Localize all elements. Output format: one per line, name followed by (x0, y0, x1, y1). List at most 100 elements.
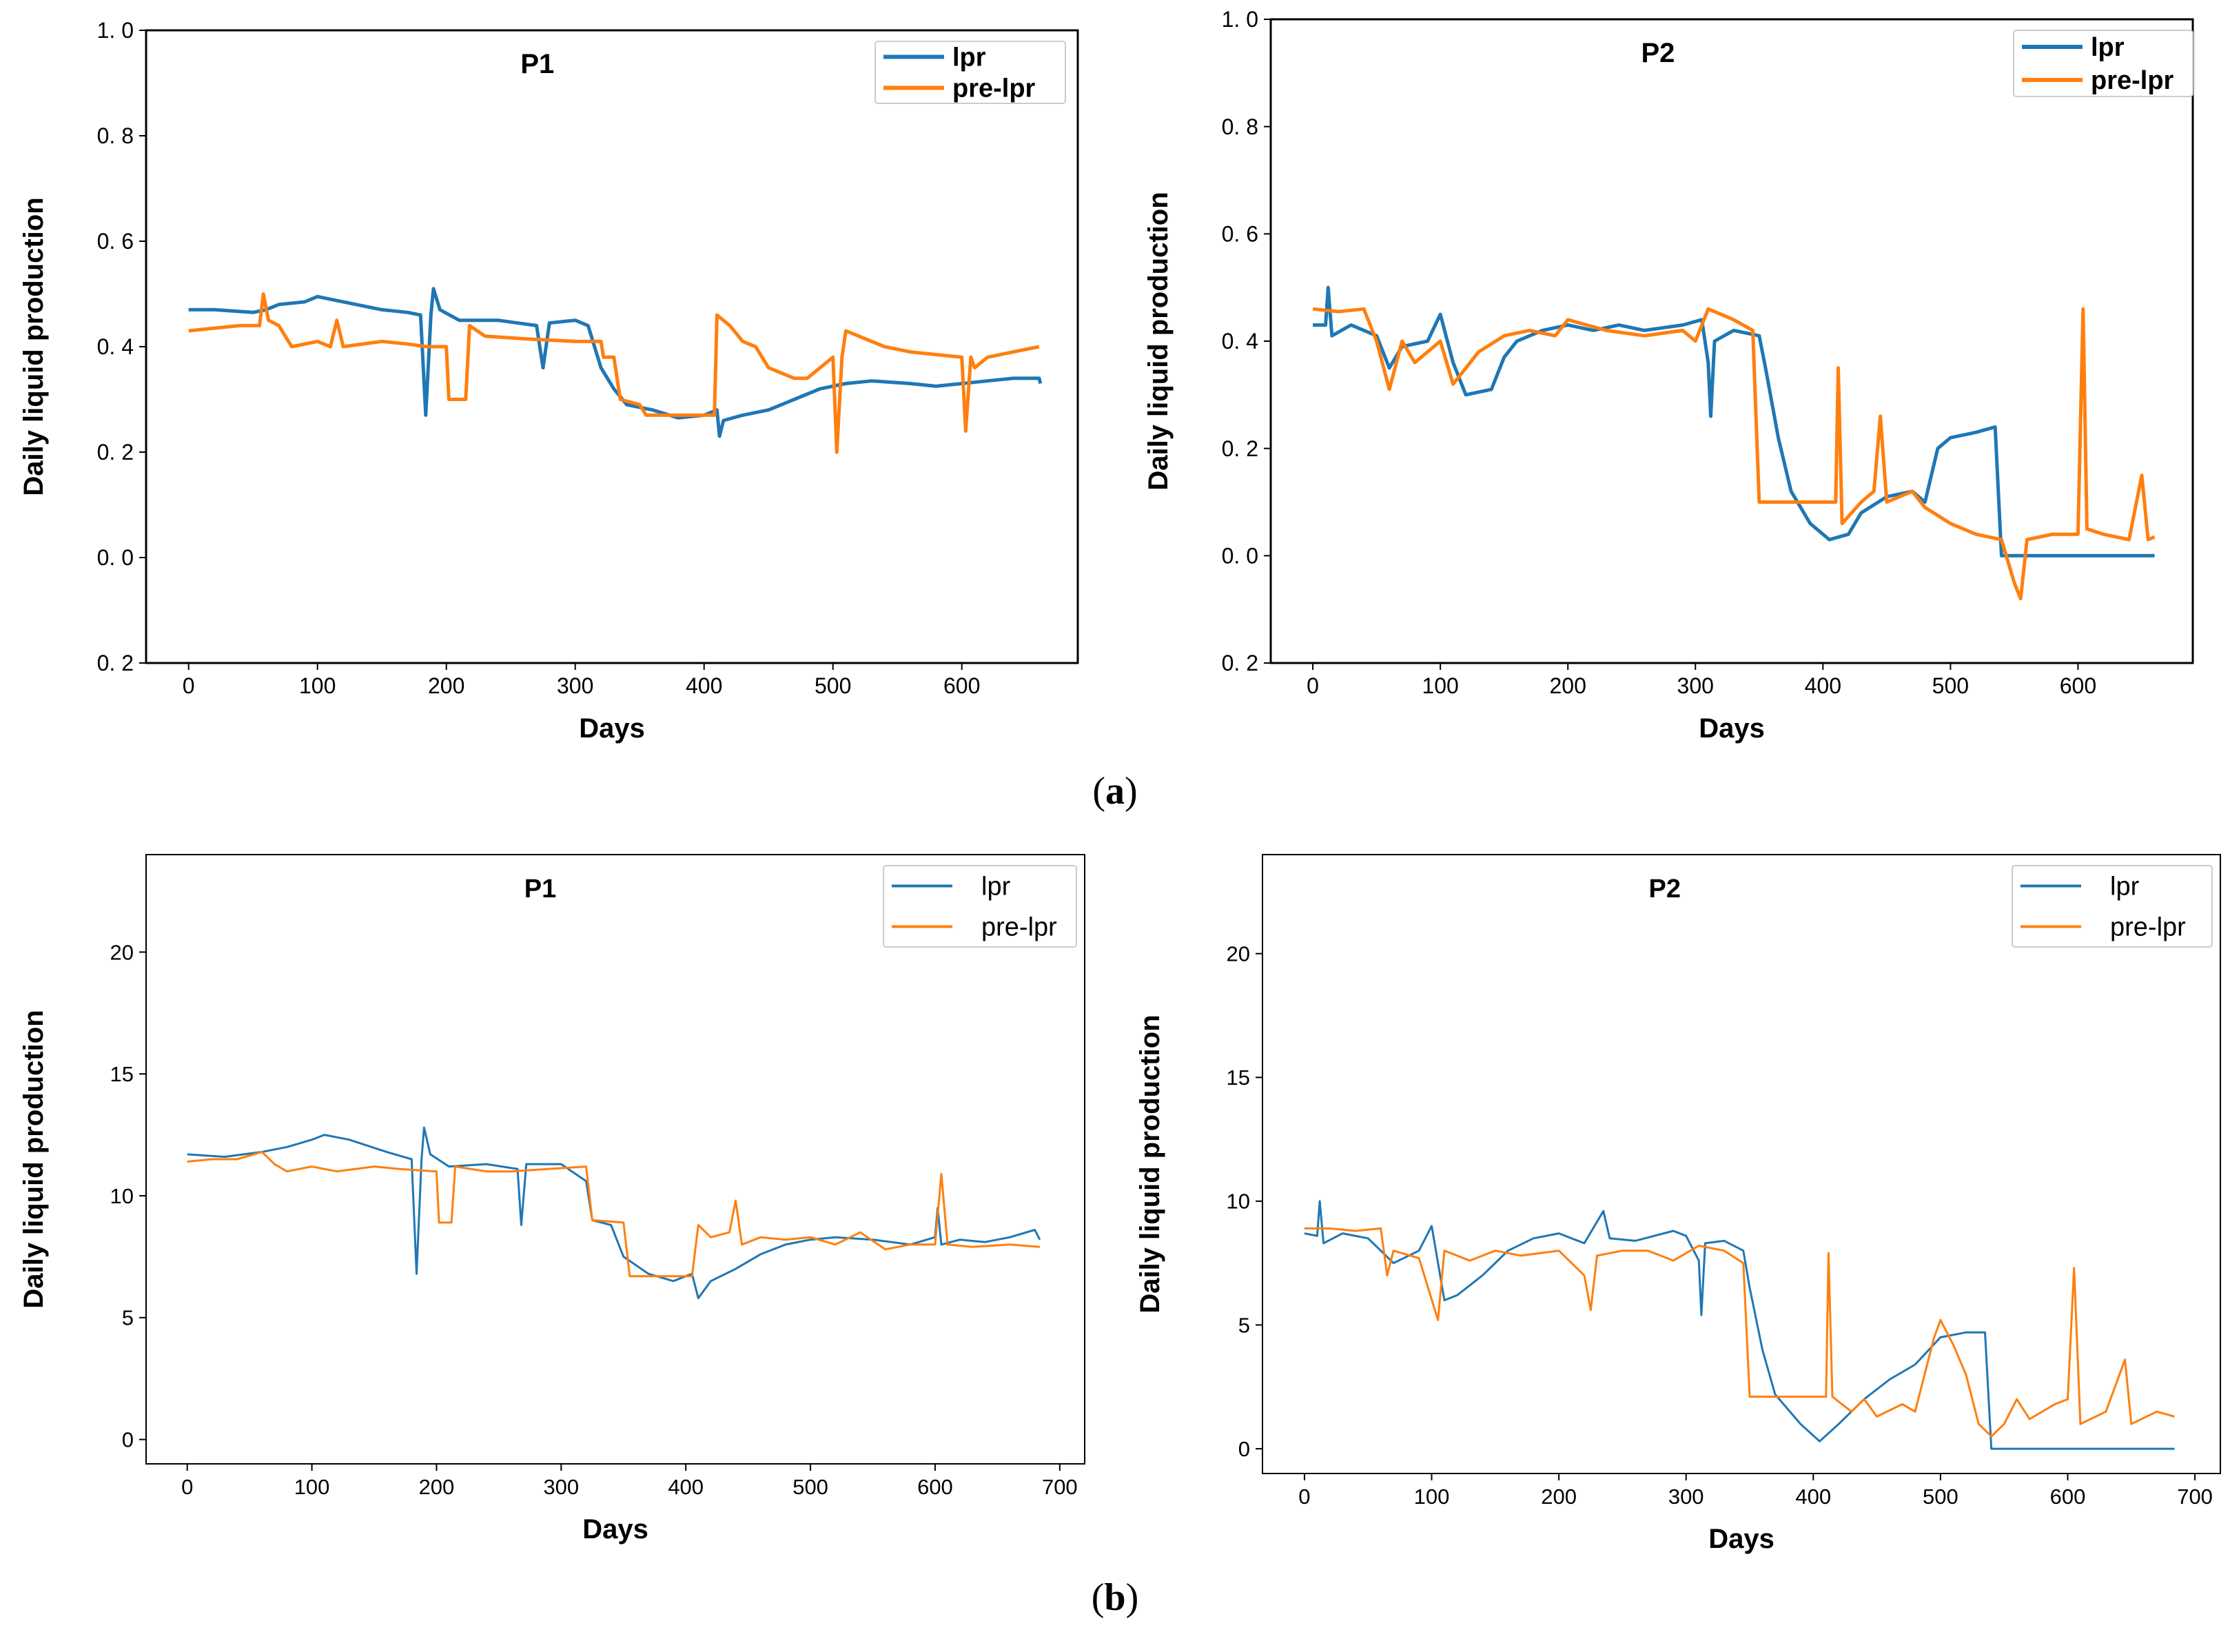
y-tick-label: 15 (110, 1062, 134, 1086)
y-tick-label: 0. 8 (97, 123, 134, 148)
y-tick-label: 0. 6 (97, 229, 134, 254)
y-axis-label: Daily liquid production (1143, 192, 1174, 490)
panel-label-a-letter: a (1105, 770, 1125, 813)
y-tick-label: 0. 2 (97, 651, 134, 675)
series-line-lpr (1304, 1200, 2175, 1450)
series-line-pre-lpr (1304, 1227, 2175, 1438)
x-tick-label: 500 (1932, 673, 1969, 698)
x-tick-label: 200 (1549, 673, 1586, 698)
chart-title: P1 (524, 875, 556, 904)
x-tick-label: 600 (943, 673, 980, 698)
legend-label-pre-lpr: pre-lpr (952, 74, 1036, 103)
legend: lpr pre-lpr (883, 865, 1077, 948)
x-axis-label: Days (1708, 1524, 1774, 1554)
x-tick-label: 600 (2050, 1485, 2086, 1509)
y-tick-label: 5 (1238, 1313, 1250, 1337)
y-tick-label: 0. 4 (97, 334, 134, 359)
panel-label-b-letter: b (1104, 1576, 1126, 1619)
y-tick-label: 20 (110, 940, 134, 964)
plot-frame (145, 854, 1085, 1465)
y-tick-label: 0. 2 (97, 440, 134, 465)
y-axis-label: Daily liquid production (1135, 1014, 1165, 1313)
chart-b-P2: 0 100 200 300 400 500 600 700 0 5 10 15 20 Days Daily … (1135, 854, 2221, 1554)
x-tick-label: 400 (668, 1475, 704, 1499)
y-tick-label: 10 (110, 1184, 134, 1208)
y-axis-label: Daily liquid production (19, 1010, 49, 1308)
x-tick-label: 0 (181, 1475, 193, 1499)
panel-label-b-close: ) (1125, 1576, 1139, 1619)
legend-label-lpr: lpr (2091, 33, 2125, 62)
x-tick-label: 700 (2177, 1485, 2213, 1509)
x-axis-label: Days (579, 713, 645, 744)
y-tick-label: 0. 0 (1222, 544, 1258, 569)
legend-label-lpr: lpr (981, 873, 1011, 901)
x-tick-label: 0 (1307, 673, 1319, 698)
panel-label-a-open: ( (1092, 770, 1105, 813)
x-axis-label: Days (1699, 713, 1765, 744)
plot-frame (1269, 18, 2194, 664)
x-tick-label: 100 (299, 673, 336, 698)
legend-label-lpr: lpr (2110, 873, 2140, 901)
x-tick-label: 300 (543, 1475, 579, 1499)
x-tick-label: 300 (1677, 673, 1714, 698)
y-tick-label: 10 (1227, 1190, 1250, 1214)
x-tick-label: 200 (428, 673, 464, 698)
y-tick-label: 1. 0 (97, 18, 134, 43)
x-tick-label: 200 (1541, 1485, 1577, 1509)
chart-title: P1 (520, 49, 554, 79)
series-line-lpr (188, 287, 1043, 438)
x-tick-label: 400 (1805, 673, 1841, 698)
y-tick-label: 5 (122, 1306, 134, 1330)
y-tick-label: 0. 2 (1222, 436, 1258, 461)
x-tick-label: 300 (557, 673, 593, 698)
chart-title: P2 (1641, 38, 1675, 68)
series-line-pre-lpr (1312, 307, 2156, 601)
panel-label-b-open: ( (1091, 1576, 1105, 1619)
plot-frame (145, 29, 1079, 664)
x-tick-label: 600 (2060, 673, 2096, 698)
x-tick-label: 500 (1923, 1485, 1958, 1509)
y-tick-label: 0. 6 (1222, 222, 1258, 247)
y-axis-label: Daily liquid production (19, 197, 49, 496)
legend-label-pre-lpr: pre-lpr (2110, 913, 2186, 942)
panel-label-a-close: ) (1125, 770, 1138, 813)
x-tick-label: 200 (419, 1475, 455, 1499)
x-tick-label: 300 (1668, 1485, 1704, 1509)
panel-label-a: (a) (1046, 769, 1184, 813)
y-tick-label: 15 (1227, 1065, 1250, 1090)
series-line-pre-lpr (188, 292, 1040, 454)
x-tick-label: 100 (1414, 1485, 1450, 1509)
plot-frame (1262, 854, 2221, 1474)
x-tick-label: 600 (917, 1475, 953, 1499)
chart-a-P1: 0 100 200 300 400 500 600 0. 2 0. 0 0. 2 0. 4 0. 6 0… (19, 18, 1079, 744)
y-tick-label: 0. 4 (1222, 329, 1258, 354)
legend-label-pre-lpr: pre-lpr (981, 913, 1057, 942)
x-tick-label: 100 (1422, 673, 1458, 698)
x-tick-label: 400 (1795, 1485, 1831, 1509)
y-tick-label: 0. 2 (1222, 651, 1258, 675)
y-tick-label: 0. 8 (1222, 114, 1258, 139)
y-tick-label: 0 (1238, 1437, 1250, 1461)
legend-label-lpr: lpr (952, 43, 986, 72)
legend: lpr pre-lpr (2012, 865, 2213, 948)
x-axis-label: Days (582, 1514, 648, 1544)
chart-b-P1: 0 100 200 300 400 500 600 700 0 5 10 15 20 Days Daily … (19, 854, 1085, 1544)
y-tick-label: 1. 0 (1222, 7, 1258, 32)
series-line-lpr (1313, 285, 2155, 558)
series-line-lpr (187, 1126, 1041, 1300)
x-tick-label: 0 (183, 673, 195, 698)
x-tick-label: 500 (815, 673, 851, 698)
y-tick-label: 0 (122, 1427, 134, 1451)
x-tick-label: 100 (294, 1475, 330, 1499)
x-tick-label: 400 (686, 673, 722, 698)
x-tick-label: 0 (1298, 1485, 1310, 1509)
y-tick-label: 0. 0 (97, 545, 134, 570)
x-tick-label: 500 (792, 1475, 828, 1499)
y-tick-label: 20 (1227, 942, 1250, 966)
chart-a-P2: 0 100 200 300 400 500 600 0. 2 0. 0 0. 2 0. 4 0. 6 0… (1143, 7, 2194, 744)
x-tick-label: 700 (1042, 1475, 1078, 1499)
